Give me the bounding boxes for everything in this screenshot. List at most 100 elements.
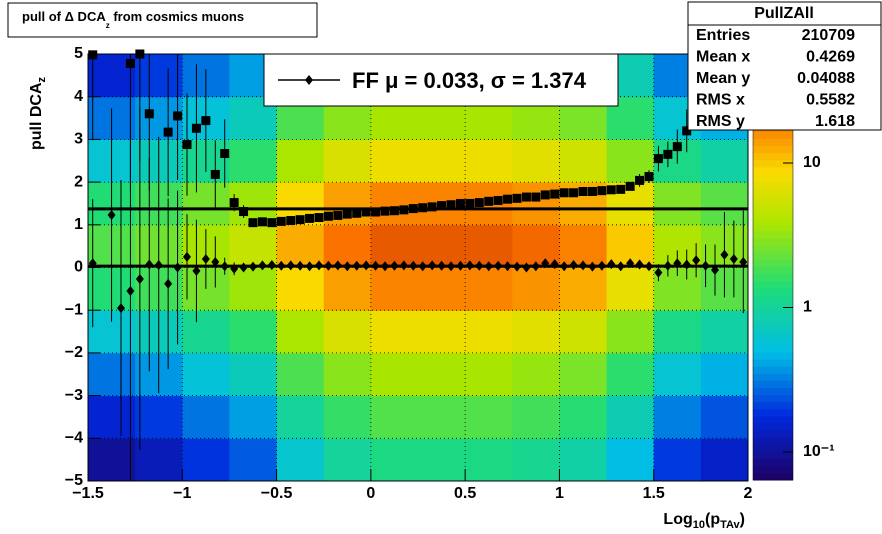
diamond-marker xyxy=(201,253,210,264)
diamond-marker xyxy=(456,260,465,271)
square-marker xyxy=(644,172,654,182)
chart-title: pull of Δ DCAz from cosmics muons xyxy=(22,9,244,30)
x-tick-label: −0.5 xyxy=(261,485,293,502)
heat-cell xyxy=(276,224,325,268)
palette-swatch xyxy=(753,131,793,139)
square-marker xyxy=(248,218,258,228)
palette-swatch xyxy=(753,223,793,232)
x-tick-label: 2 xyxy=(744,485,753,502)
heat-cell xyxy=(323,139,372,183)
heat-cell xyxy=(370,438,419,482)
x-tick-label: −1.5 xyxy=(72,485,104,502)
heat-cell xyxy=(653,182,702,226)
diamond-marker xyxy=(579,260,587,271)
heat-cell xyxy=(370,267,419,311)
square-marker xyxy=(380,206,390,216)
heat-cell xyxy=(700,310,749,354)
diamond-marker xyxy=(409,260,418,271)
y-tick-label: −2 xyxy=(65,344,83,361)
heat-cell xyxy=(700,395,749,439)
stats-name: Entries xyxy=(696,27,750,44)
square-marker xyxy=(550,189,560,199)
z-tick-label: 10⁻¹ xyxy=(803,443,835,460)
heat-cell xyxy=(559,139,608,183)
palette-swatch xyxy=(753,216,793,225)
diamond-marker xyxy=(230,263,239,274)
palette-swatch xyxy=(753,401,793,410)
palette-swatch xyxy=(753,259,793,267)
square-marker xyxy=(682,126,692,136)
legend-marker xyxy=(305,75,313,85)
heat-cell xyxy=(276,139,325,183)
palette-swatch xyxy=(753,145,793,154)
heat-cell xyxy=(512,310,560,354)
palette-swatch xyxy=(753,337,793,346)
heat-cell xyxy=(512,267,560,311)
heat-cell xyxy=(229,438,278,482)
heat-cell xyxy=(653,310,702,354)
heat-cell xyxy=(370,310,419,354)
heat-cell xyxy=(276,395,325,439)
x-tick-label: −1 xyxy=(173,485,191,502)
y-tick-label: −5 xyxy=(65,472,83,489)
y-tick-label: 1 xyxy=(74,216,83,233)
stats-value: 0.04088 xyxy=(797,70,855,87)
square-marker xyxy=(286,216,296,226)
heat-cell xyxy=(182,310,230,354)
square-marker xyxy=(512,193,522,203)
heat-cell xyxy=(465,224,513,268)
palette-swatch xyxy=(753,266,793,275)
x-tick-label: 1 xyxy=(555,485,564,502)
x-tick-label: 0 xyxy=(366,485,375,502)
palette-swatch xyxy=(753,444,793,453)
diamond-marker xyxy=(88,258,97,269)
heat-cell xyxy=(229,395,278,439)
heat-cell xyxy=(700,352,749,397)
square-marker xyxy=(625,181,635,191)
square-marker xyxy=(569,188,579,198)
diamond-marker xyxy=(211,256,220,267)
heat-cell xyxy=(323,438,372,482)
heat-cell xyxy=(606,267,655,311)
y-tick-label: 3 xyxy=(74,131,83,148)
heat-cell xyxy=(229,139,278,183)
diamond-marker xyxy=(277,260,286,271)
heat-cell xyxy=(276,438,325,482)
diamond-marker xyxy=(333,260,342,271)
diamond-marker xyxy=(503,261,512,272)
diamond-marker xyxy=(352,260,361,271)
diamond-marker xyxy=(447,261,455,272)
square-marker xyxy=(521,192,531,202)
diamond-marker xyxy=(145,259,154,270)
heat-cell xyxy=(512,224,560,268)
heat-cell xyxy=(88,438,136,482)
z-tick-label: 1 xyxy=(803,299,812,316)
square-marker xyxy=(531,192,541,202)
palette-swatch xyxy=(753,423,793,431)
diamond-marker xyxy=(183,251,191,262)
palette-swatch xyxy=(753,366,793,374)
square-marker xyxy=(305,213,315,223)
square-marker xyxy=(323,211,333,221)
heat-cell xyxy=(276,310,325,354)
palette-swatch xyxy=(753,245,793,253)
y-tick-label: 5 xyxy=(74,45,83,62)
palette-swatch xyxy=(753,323,793,332)
diamond-marker xyxy=(239,262,248,273)
square-marker xyxy=(333,210,343,220)
diamond-marker xyxy=(607,259,616,270)
stats-name: Mean x xyxy=(696,49,750,66)
heat-cell xyxy=(653,395,702,439)
heat-cell xyxy=(370,182,419,226)
diamond-marker xyxy=(692,255,701,266)
palette-swatch xyxy=(753,351,793,360)
diamond-marker xyxy=(381,261,389,272)
square-marker xyxy=(295,215,305,225)
diamond-marker xyxy=(192,265,201,276)
square-marker xyxy=(663,149,673,159)
diamond-marker xyxy=(428,260,437,271)
x-axis-label: Log10(pTAv) xyxy=(663,511,745,531)
square-marker xyxy=(635,175,645,185)
diamond-marker xyxy=(399,260,408,271)
stats-name: RMS x xyxy=(696,92,745,109)
